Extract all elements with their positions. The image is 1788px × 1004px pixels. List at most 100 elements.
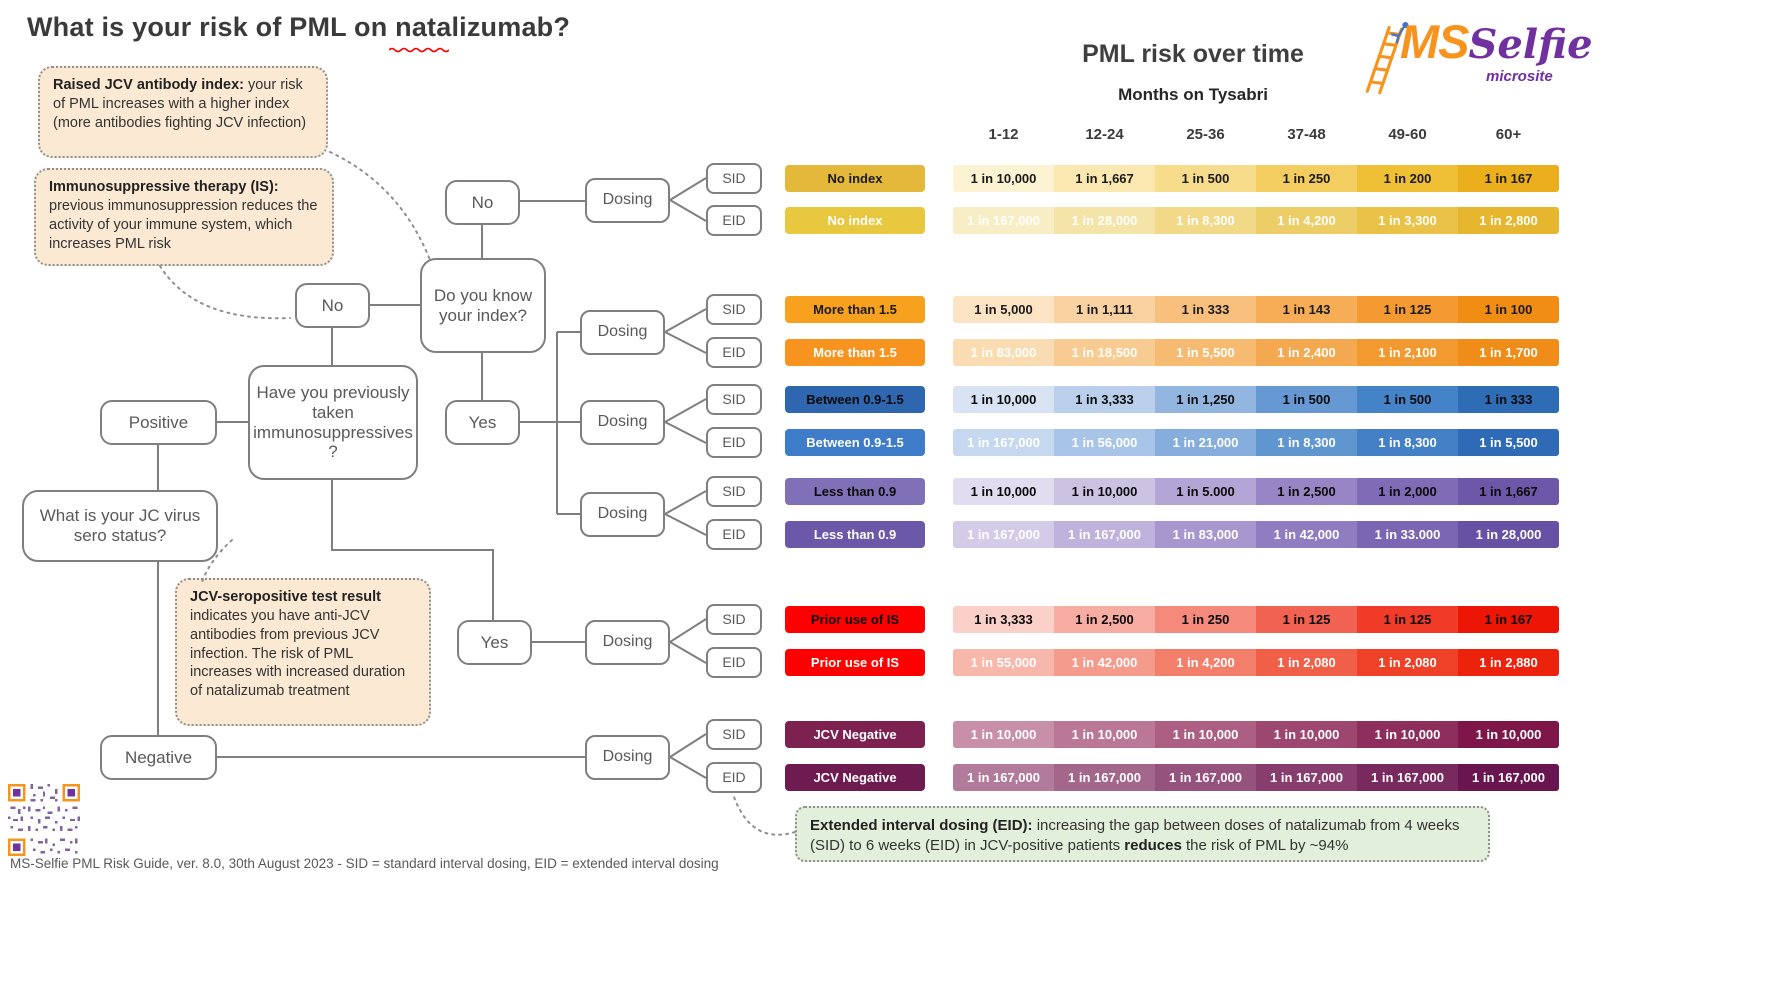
risk-cell: 1 in 8,300	[1256, 429, 1357, 456]
risk-row-label-eid: Between 0.9-1.5	[785, 429, 925, 456]
risk-cell: 1 in 125	[1357, 296, 1458, 323]
callout-seropositive-lead: JCV-seropositive test result	[190, 589, 381, 605]
callout-immunosuppression-body: previous immunosuppression reduces the a…	[49, 197, 318, 252]
risk-row-label-eid: More than 1.5	[785, 339, 925, 366]
risk-cell: 1 in 10,000	[1357, 721, 1458, 748]
risk-cell: 1 in 55,000	[953, 649, 1054, 676]
column-header: 1-12	[988, 126, 1019, 143]
callout-raised-index: Raised JCV antibody index: your risk of …	[38, 66, 328, 158]
page-title: What is your risk of PML on natalizumab?	[27, 12, 571, 42]
risk-cell: 1 in 500	[1155, 165, 1256, 192]
risk-cell: 1 in 10,000	[1256, 721, 1357, 748]
risk-cell: 1 in 10,000	[1458, 721, 1559, 748]
risk-row-label-sid: Less than 0.9	[785, 478, 925, 505]
risk-cell: 1 in 125	[1256, 606, 1357, 633]
risk-cell: 1 in 167,000	[953, 521, 1054, 548]
node-index-question: Do you know your index?	[420, 258, 546, 353]
callout-immunosuppression: Immunosuppressive therapy (IS): previous…	[34, 168, 334, 266]
callout-eid-body2: the risk of PML by ~94%	[1181, 836, 1349, 854]
node-dosing: Dosing	[580, 492, 665, 537]
risk-cell: 1 in 500	[1357, 386, 1458, 413]
column-header: 49-60	[1388, 126, 1427, 143]
node-no-index: No	[445, 180, 520, 225]
risk-cell: 1 in 42,000	[1256, 521, 1357, 548]
risk-cell: 1 in 2,880	[1458, 649, 1559, 676]
risk-cell: 1 in 167,000	[953, 429, 1054, 456]
node-yes-immuno: Yes	[457, 620, 532, 665]
ladder-doodle-icon	[1365, 22, 1409, 95]
logo-ms-text: MS	[1400, 15, 1469, 68]
qr-code	[8, 784, 80, 856]
risk-row-label-eid: No index	[785, 207, 925, 234]
risk-cell: 1 in 333	[1155, 296, 1256, 323]
node-sid: SID	[706, 476, 762, 507]
spellcheck-squiggle-icon	[389, 47, 449, 53]
risk-cell: 1 in 10,000	[1155, 721, 1256, 748]
risk-cell: 1 in 2,500	[1054, 606, 1155, 633]
node-negative: Negative	[100, 735, 217, 780]
risk-cell: 1 in 10,000	[1054, 721, 1155, 748]
risk-cell: 1 in 2,000	[1357, 478, 1458, 505]
node-sid: SID	[706, 163, 762, 194]
risk-cell: 1 in 143	[1256, 296, 1357, 323]
risk-row-label-eid: Less than 0.9	[785, 521, 925, 548]
risk-cell: 1 in 2,800	[1458, 207, 1559, 234]
risk-cell: 1 in 5.000	[1155, 478, 1256, 505]
risk-cell: 1 in 167,000	[1054, 521, 1155, 548]
node-sid: SID	[706, 719, 762, 750]
callout-immunosuppression-lead: Immunosuppressive therapy (IS):	[49, 179, 279, 195]
risk-cell: 1 in 56,000	[1054, 429, 1155, 456]
risk-cell: 1 in 167,000	[1357, 764, 1458, 791]
footer-caption: MS-Selfie PML Risk Guide, ver. 8.0, 30th…	[10, 856, 719, 871]
table-subtitle: Months on Tysabri	[1118, 85, 1268, 104]
node-immuno-question: Have you previously taken immunosuppress…	[248, 365, 418, 480]
node-sid: SID	[706, 294, 762, 325]
node-eid: EID	[706, 427, 762, 458]
node-eid: EID	[706, 519, 762, 550]
logo-microsite-text: microsite	[1486, 68, 1553, 85]
risk-cell: 1 in 8,300	[1155, 207, 1256, 234]
callout-eid-emphasis: reduces	[1124, 836, 1182, 854]
callout-eid-explanation: Extended interval dosing (EID): increasi…	[795, 806, 1490, 862]
callout-seropositive: JCV-seropositive test result indicates y…	[175, 578, 431, 726]
column-header: 25-36	[1186, 126, 1225, 143]
node-dosing: Dosing	[580, 310, 665, 355]
risk-row-label-sid: JCV Negative	[785, 721, 925, 748]
risk-cell: 1 in 28,000	[1458, 521, 1559, 548]
risk-row-label-eid: Prior use of IS	[785, 649, 925, 676]
risk-cell: 1 in 1,667	[1054, 165, 1155, 192]
risk-cell: 1 in 250	[1155, 606, 1256, 633]
risk-cell: 1 in 167,000	[953, 764, 1054, 791]
risk-cell: 1 in 167,000	[953, 207, 1054, 234]
risk-cell: 1 in 18,500	[1054, 339, 1155, 366]
callout-raised-index-lead: Raised JCV antibody index:	[53, 77, 244, 93]
risk-cell: 1 in 10,000	[953, 478, 1054, 505]
risk-cell: 1 in 5,000	[953, 296, 1054, 323]
risk-cell: 1 in 5,500	[1458, 429, 1559, 456]
table-title: PML risk over time	[1082, 40, 1304, 68]
column-header: 60+	[1495, 126, 1522, 143]
risk-cell: 1 in 200	[1357, 165, 1458, 192]
risk-cell: 1 in 1,111	[1054, 296, 1155, 323]
node-eid: EID	[706, 337, 762, 368]
node-eid: EID	[706, 205, 762, 236]
risk-cell: 1 in 167,000	[1256, 764, 1357, 791]
risk-cell: 1 in 333	[1458, 386, 1559, 413]
risk-cell: 1 in 28,000	[1054, 207, 1155, 234]
risk-cell: 1 in 2,400	[1256, 339, 1357, 366]
risk-cell: 1 in 10,000	[953, 165, 1054, 192]
risk-cell: 1 in 1,250	[1155, 386, 1256, 413]
risk-row-label-eid: JCV Negative	[785, 764, 925, 791]
risk-cell: 1 in 4,200	[1256, 207, 1357, 234]
risk-row-label-sid: Between 0.9-1.5	[785, 386, 925, 413]
risk-cell: 1 in 83,000	[1155, 521, 1256, 548]
risk-cell: 1 in 10,000	[953, 386, 1054, 413]
node-sid: SID	[706, 604, 762, 635]
risk-row-label-sid: More than 1.5	[785, 296, 925, 323]
callout-raised-index-body: your risk of PML increases with a higher…	[53, 77, 307, 131]
risk-cell: 1 in 125	[1357, 606, 1458, 633]
node-yes-index: Yes	[445, 400, 520, 445]
risk-row-label-sid: Prior use of IS	[785, 606, 925, 633]
risk-cell: 1 in 2,500	[1256, 478, 1357, 505]
risk-cell: 1 in 167	[1458, 606, 1559, 633]
